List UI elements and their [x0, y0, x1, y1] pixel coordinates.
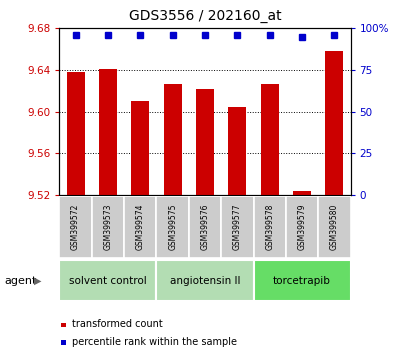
Bar [220, 196, 253, 258]
Text: agent: agent [4, 275, 36, 286]
Text: GSM399572: GSM399572 [71, 204, 80, 250]
Text: torcetrapib: torcetrapib [272, 275, 330, 286]
Bar [59, 260, 156, 301]
Text: GSM399574: GSM399574 [135, 204, 144, 250]
Bar [131, 101, 149, 195]
Bar [325, 51, 342, 195]
Bar [260, 85, 278, 195]
Bar [292, 190, 310, 195]
Text: GSM399580: GSM399580 [329, 204, 338, 250]
Bar [59, 196, 92, 258]
Bar [99, 69, 117, 195]
Text: GSM399575: GSM399575 [168, 204, 177, 250]
Bar [228, 107, 246, 195]
Bar [156, 196, 189, 258]
Bar [67, 72, 84, 195]
Text: GSM399576: GSM399576 [200, 204, 209, 250]
Text: GSM399577: GSM399577 [232, 204, 241, 250]
Text: GSM399578: GSM399578 [265, 204, 274, 250]
Text: ▶: ▶ [34, 275, 41, 286]
Bar [189, 196, 220, 258]
Bar [156, 260, 253, 301]
Text: transformed count: transformed count [72, 319, 162, 329]
Bar [92, 196, 124, 258]
Bar [317, 196, 350, 258]
Text: solvent control: solvent control [69, 275, 146, 286]
Bar [163, 85, 181, 195]
Text: GSM399573: GSM399573 [103, 204, 112, 250]
Text: angiotensin II: angiotensin II [169, 275, 240, 286]
Text: percentile rank within the sample: percentile rank within the sample [72, 337, 236, 347]
Text: GDS3556 / 202160_at: GDS3556 / 202160_at [128, 9, 281, 23]
Bar [253, 196, 285, 258]
Bar [196, 88, 213, 195]
Bar [285, 196, 317, 258]
Text: GSM399579: GSM399579 [297, 204, 306, 250]
Bar [124, 196, 156, 258]
Bar [253, 260, 350, 301]
